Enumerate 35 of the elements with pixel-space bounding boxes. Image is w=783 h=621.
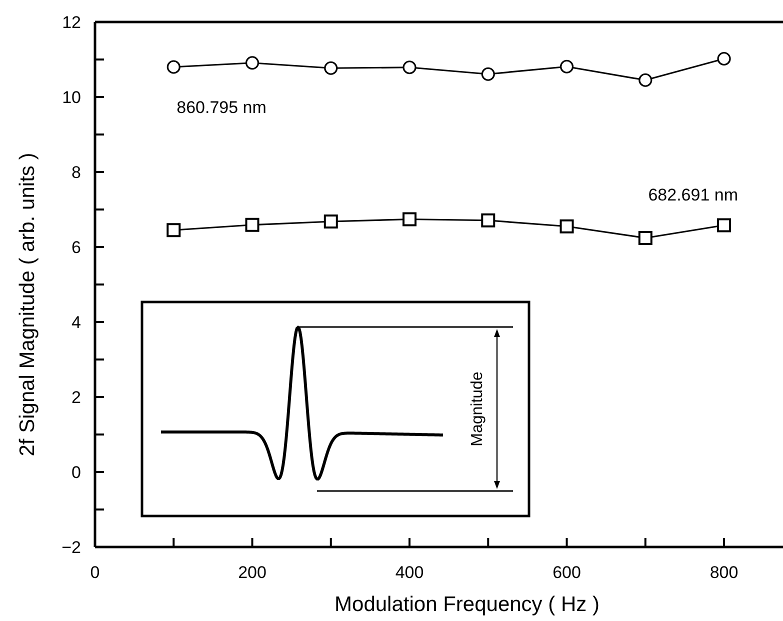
x-tick-label: 0	[90, 563, 100, 582]
point	[717, 52, 731, 66]
y-tick-label: 4	[72, 312, 81, 332]
y-tick-label: 12	[62, 12, 81, 32]
point	[481, 67, 495, 81]
x-tick-label: 600	[552, 563, 581, 582]
x-tick-label: 800	[710, 563, 738, 582]
point	[402, 212, 417, 226]
point	[245, 56, 260, 70]
y-tick-label: 8	[72, 162, 81, 182]
y-tick-label: 0	[72, 462, 81, 482]
y-axis-title: 2f Signal Magnitude ( arb. units )	[16, 152, 39, 456]
x-axis-title: Modulation Frequency ( Hz )	[334, 593, 600, 616]
point	[560, 60, 574, 74]
x-tick-label: 400	[395, 563, 424, 582]
point	[324, 61, 338, 75]
y-tick-label: −2	[62, 538, 81, 557]
point	[245, 218, 260, 232]
point	[166, 223, 181, 238]
point	[481, 213, 496, 228]
point	[560, 219, 574, 234]
point	[166, 60, 180, 74]
point	[717, 218, 732, 232]
y-tick-label: 6	[72, 238, 81, 257]
point	[638, 73, 652, 87]
point	[402, 60, 416, 74]
waveform-inset-diagram: Magnitude	[140, 300, 530, 518]
point	[324, 214, 338, 228]
series-label: 860.795 nm	[176, 98, 266, 117]
annotation: Magnitude	[469, 372, 486, 446]
series-label: 682.691 nm	[648, 185, 738, 204]
y-tick-label: 2	[72, 388, 81, 407]
x-tick-label: 200	[238, 563, 266, 582]
y-tick-label: 10	[62, 88, 81, 107]
point	[638, 231, 652, 245]
